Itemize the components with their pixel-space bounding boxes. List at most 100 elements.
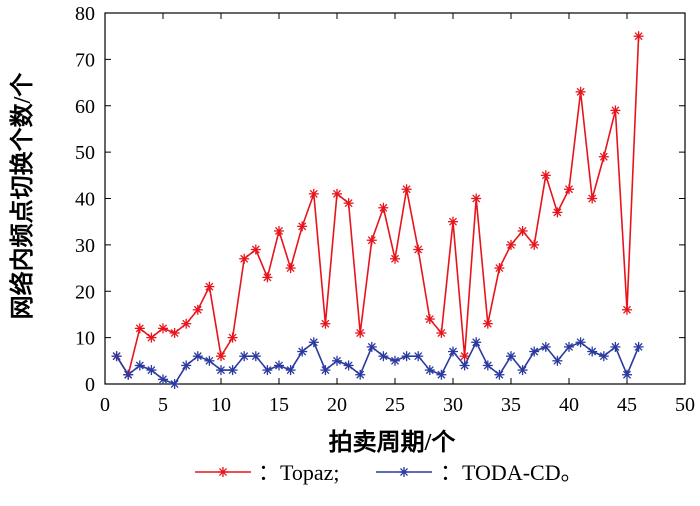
marker-stroke — [251, 245, 260, 254]
data-point — [274, 225, 284, 236]
marker-stroke — [553, 208, 562, 217]
marker-stroke — [367, 342, 376, 351]
data-point — [471, 337, 482, 348]
x-tick-label: 50 — [675, 394, 695, 416]
data-point — [622, 304, 632, 315]
marker-stroke — [611, 106, 620, 115]
marker-stroke — [240, 352, 249, 361]
axes: 0 5 10 15 20 25 30 35 40 45 50 0 10 20 30 40 50 60 70 80 — [75, 3, 695, 416]
data-point — [494, 369, 505, 380]
data-point — [366, 235, 377, 246]
data-point — [482, 318, 493, 329]
data-point — [424, 365, 435, 376]
legend-marker — [399, 467, 409, 477]
marker-stroke — [135, 361, 144, 370]
y-tick-label: 60 — [75, 96, 95, 118]
marker-stroke — [159, 324, 167, 333]
marker-stroke — [623, 370, 631, 379]
data-point — [134, 360, 145, 371]
data-point — [390, 355, 400, 366]
marker-stroke — [205, 356, 214, 365]
data-point — [274, 360, 284, 371]
marker-stroke — [275, 226, 283, 235]
data-point — [448, 216, 458, 227]
data-point — [355, 327, 366, 338]
marker-stroke — [483, 319, 492, 328]
data-point — [308, 337, 319, 348]
marker-stroke — [414, 352, 423, 361]
marker-stroke — [449, 217, 457, 226]
data-point — [390, 253, 400, 264]
data-point — [227, 332, 238, 343]
data-point — [320, 365, 331, 376]
series-topaz — [111, 31, 644, 380]
data-point — [332, 355, 342, 366]
data-point — [308, 188, 319, 199]
y-tick-label: 50 — [75, 142, 95, 164]
y-tick-label: 80 — [75, 3, 95, 25]
data-point — [158, 374, 168, 385]
marker-stroke — [356, 328, 365, 337]
x-tick-label: 0 — [100, 394, 110, 416]
marker-stroke — [147, 366, 156, 375]
data-point — [169, 327, 180, 338]
data-point — [517, 365, 528, 376]
marker-stroke — [483, 361, 492, 370]
data-point — [204, 281, 215, 292]
y-tick-label: 40 — [75, 189, 95, 211]
marker-stroke — [588, 194, 597, 203]
data-point — [517, 225, 528, 236]
marker-stroke — [518, 226, 527, 235]
series-toda-cd — [111, 337, 644, 389]
data-point — [633, 341, 644, 352]
data-point — [401, 184, 412, 195]
y-tick-label: 20 — [75, 281, 95, 303]
x-tick-label: 35 — [501, 394, 521, 416]
marker-stroke — [219, 468, 227, 476]
data-point — [181, 318, 192, 329]
marker-stroke — [217, 366, 225, 375]
data-point — [111, 351, 122, 362]
series-line — [115, 340, 640, 385]
marker-stroke — [414, 245, 423, 254]
data-point — [552, 355, 563, 366]
data-point — [575, 86, 586, 97]
marker-stroke — [263, 273, 272, 282]
data-point — [540, 341, 551, 352]
marker-stroke — [437, 328, 446, 337]
data-point — [506, 351, 516, 362]
data-point — [320, 318, 331, 329]
x-axis-title: 拍卖周期/个 — [329, 429, 457, 456]
data-point — [575, 337, 586, 348]
x-tick-label: 30 — [443, 394, 463, 416]
data-point — [564, 341, 574, 352]
marker-stroke — [565, 185, 573, 194]
marker-stroke — [599, 352, 608, 361]
marker-stroke — [425, 366, 434, 375]
data-point — [192, 304, 203, 315]
marker-stroke — [576, 87, 585, 96]
x-tick-label: 15 — [269, 394, 289, 416]
marker-stroke — [182, 319, 191, 328]
data-point — [366, 341, 377, 352]
data-point — [540, 170, 551, 181]
legend-item: ：TODA-CD。 — [376, 460, 583, 485]
marker-stroke — [321, 366, 330, 375]
marker-stroke — [367, 236, 376, 245]
data-point — [471, 193, 482, 204]
data-point — [587, 193, 598, 204]
data-point — [448, 346, 458, 357]
marker-stroke — [588, 347, 597, 356]
data-point — [146, 365, 157, 376]
data-point — [343, 198, 354, 209]
marker-stroke — [263, 366, 272, 375]
marker-stroke — [193, 352, 202, 361]
data-point — [227, 365, 238, 376]
marker-stroke — [576, 338, 585, 347]
data-point — [610, 105, 621, 116]
data-point — [552, 207, 563, 218]
x-tick-label: 40 — [559, 394, 579, 416]
data-point — [285, 263, 296, 274]
marker-stroke — [402, 352, 411, 361]
